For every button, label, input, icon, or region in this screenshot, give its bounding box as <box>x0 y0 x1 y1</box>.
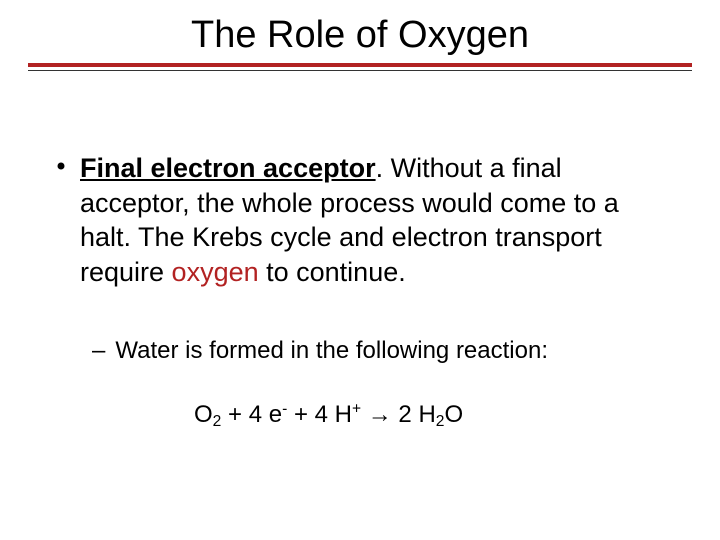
bullet-text: Final electron acceptor. Without a final… <box>80 151 664 289</box>
sub-bullet-text: Water is formed in the following reactio… <box>115 337 548 365</box>
bold-phrase: Final electron acceptor <box>80 153 376 183</box>
arrow-icon: → <box>368 401 392 428</box>
equation: O2 + 4 e- + 4 H+ → 2 H2O <box>194 401 664 429</box>
slide: The Role of Oxygen Final electron accept… <box>0 0 720 540</box>
sub-bullet: – Water is formed in the following react… <box>92 337 664 365</box>
slide-title: The Role of Oxygen <box>191 14 529 57</box>
eq-p4 <box>361 401 368 428</box>
eq-p6: O <box>444 401 463 428</box>
eq-sup2: + <box>352 401 361 418</box>
accent-word: oxygen <box>172 257 259 287</box>
main-bullet: Final electron acceptor. Without a final… <box>56 151 664 289</box>
dash-icon: – <box>92 337 105 365</box>
eq-p1: O <box>194 401 213 428</box>
eq-p2: + 4 e <box>221 401 282 428</box>
title-underline <box>0 63 720 71</box>
bullet-dot-icon <box>56 153 66 182</box>
underline-thick <box>28 63 692 67</box>
eq-p3: + 4 H <box>287 401 352 428</box>
content-area: Final electron acceptor. Without a final… <box>0 71 720 429</box>
eq-p5: 2 H <box>392 401 436 428</box>
title-area: The Role of Oxygen <box>0 0 720 57</box>
bullet-part-2: to continue. <box>259 257 406 287</box>
